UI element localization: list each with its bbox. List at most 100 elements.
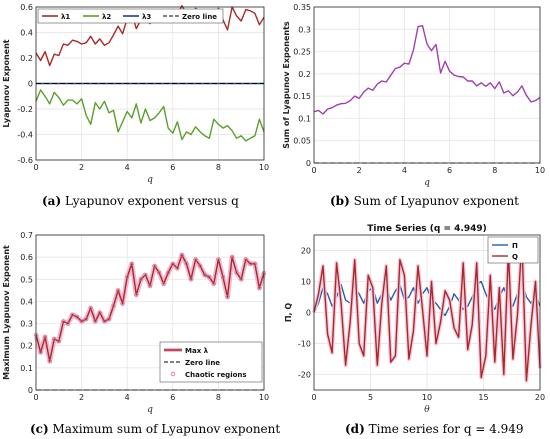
data-point <box>152 264 157 268</box>
y-tick-label: 0 <box>28 386 33 395</box>
x-tick-label: 2 <box>79 393 84 402</box>
data-point <box>248 261 253 266</box>
data-point <box>116 288 120 293</box>
data-point <box>202 272 207 277</box>
y-tick-label: 0 <box>306 159 311 168</box>
data-point <box>243 257 248 262</box>
data-point <box>75 315 79 319</box>
data-point <box>180 253 184 257</box>
x-tick-label: 20 <box>535 393 545 402</box>
y-axis-label: Π, Q <box>284 303 293 323</box>
y-tick-label: 0 <box>28 80 33 89</box>
data-point <box>38 350 43 355</box>
data-point <box>107 317 111 322</box>
data-point <box>79 319 84 324</box>
legend-label: Q <box>512 253 518 261</box>
caption-c-tag: (c) <box>30 422 49 436</box>
data-point <box>184 261 189 266</box>
panel-d: 0 5 10 15 20 -20 -10 0 10 20 θ Π, Q Time Series (q =… <box>284 224 545 415</box>
y-tick-label: 10 <box>301 278 311 287</box>
data-point <box>193 257 198 262</box>
data-point <box>47 359 52 364</box>
data-point <box>93 319 98 324</box>
plot-frame-a <box>35 6 265 161</box>
legend-label: Zero line <box>182 13 217 21</box>
data-point <box>230 255 234 260</box>
caption-a: (a) Lyapunov exponent versus q <box>42 194 239 208</box>
x-tick-label: 8 <box>216 163 221 172</box>
caption-a-tag: (a) <box>42 194 62 208</box>
data-point <box>257 286 262 291</box>
caption-c-text: Maximum sum of Lyapunov exponent <box>52 422 281 436</box>
y-tick-label: 0.5 <box>20 275 33 284</box>
panel-title: Time Series (q = 4.949) <box>367 224 487 234</box>
data-point <box>234 270 239 275</box>
series-line-2 <box>313 240 541 382</box>
x-tick-label: 10 <box>259 163 269 172</box>
data-point <box>221 275 225 279</box>
caption-d-tag: (d) <box>345 422 365 436</box>
series-line-1 <box>35 4 265 67</box>
y-tick-label: 0.7 <box>20 231 33 240</box>
x-tick-label: 5 <box>368 393 373 402</box>
data-point <box>88 306 93 310</box>
data-point <box>166 270 171 275</box>
data-point <box>170 261 175 266</box>
x-tick-label: 10 <box>535 166 545 175</box>
y-axis-label: Lyapunov Exponent <box>2 39 11 127</box>
x-tick-label: 0 <box>311 166 316 175</box>
y-tick-label: 0.35 <box>293 3 311 12</box>
data-point <box>56 339 61 344</box>
plot-frame-c <box>35 234 265 391</box>
caption-c: (c) Maximum sum of Lyapunov exponent <box>30 422 280 436</box>
x-axis-label: q <box>147 405 153 415</box>
data-point <box>43 334 48 339</box>
data-point <box>84 317 89 322</box>
data-point <box>207 275 212 279</box>
data-point <box>216 257 221 262</box>
x-tick-label: 6 <box>170 393 175 402</box>
x-axis-label: θ <box>424 405 430 415</box>
x-tick-label: 10 <box>259 393 269 402</box>
panel-c: 0 2 4 6 8 10 0 0.1 0.2 0.3 0.4 0.5 0.6 0.7 q Maximum Ly… <box>2 231 269 415</box>
legend: Max λ Zero line Chaotic regions <box>159 341 263 383</box>
y-tick-label: 0 <box>306 309 311 318</box>
x-tick-label: 10 <box>422 393 432 402</box>
x-axis-label: q <box>147 175 153 185</box>
y-axis-label: Sum of Lyapunov Exponents <box>282 21 291 149</box>
y-tick-label: 20 <box>301 247 311 256</box>
y-tick-label: 0.3 <box>20 320 33 329</box>
x-axis-label: q <box>424 178 430 188</box>
y-tick-label: 0.15 <box>293 92 311 101</box>
data-point <box>239 277 244 282</box>
y-tick-label: 0.6 <box>20 3 33 12</box>
series-line-2 <box>35 89 265 142</box>
data-point <box>129 261 134 266</box>
data-point <box>252 261 257 266</box>
y-tick-label: -20 <box>298 371 311 380</box>
caption-b-text: Sum of Lyapunov exponent <box>353 194 520 208</box>
y-tick-label: -0.4 <box>17 131 33 140</box>
x-tick-label: 8 <box>492 166 497 175</box>
legend-box <box>487 236 539 264</box>
series-line-1 <box>313 25 541 115</box>
y-tick-label: 0.2 <box>20 54 33 63</box>
data-point <box>125 275 130 279</box>
y-tick-label: 0.4 <box>20 297 33 306</box>
caption-b-tag: (b) <box>330 194 350 208</box>
data-point <box>198 264 203 268</box>
plot-frame-d <box>313 234 541 391</box>
data-point <box>134 292 139 297</box>
legend-label: λ3 <box>142 13 151 21</box>
data-point <box>225 295 230 299</box>
data-point <box>111 303 116 308</box>
data-point <box>148 284 152 288</box>
y-tick-label: -10 <box>298 340 311 349</box>
x-tick-label: 0 <box>33 163 38 172</box>
data-point <box>211 281 216 286</box>
caption-d-text: Time series for q = 4.949 <box>368 422 524 436</box>
x-tick-label: 4 <box>125 393 130 402</box>
legend-label: Π <box>512 242 518 250</box>
y-tick-label: -0.2 <box>17 105 33 114</box>
